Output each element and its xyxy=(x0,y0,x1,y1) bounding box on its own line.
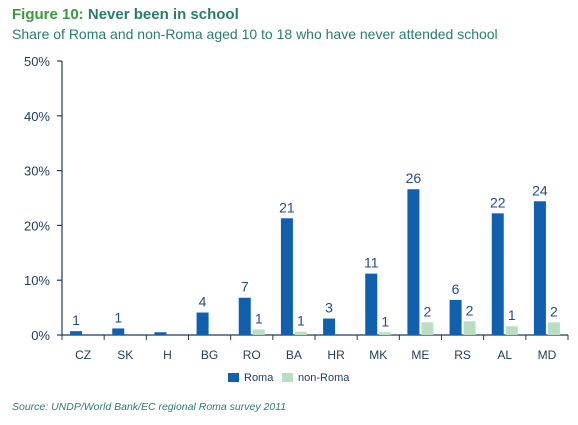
bar-non-roma xyxy=(547,322,560,335)
bar-roma xyxy=(196,312,209,335)
data-label-non-roma: 1 xyxy=(508,307,516,323)
legend-label-roma: Roma xyxy=(244,372,274,384)
bar-non-roma xyxy=(421,322,434,335)
data-label-roma: 1 xyxy=(72,312,80,328)
data-label-roma: 11 xyxy=(364,255,379,271)
x-tick-label: AL xyxy=(497,348,512,362)
legend-swatch-roma xyxy=(228,373,239,382)
x-tick-label: H xyxy=(163,348,172,362)
bar-roma xyxy=(280,218,293,335)
data-label-roma: 3 xyxy=(325,300,333,316)
x-tick-label: BG xyxy=(201,348,218,362)
x-tick-label: SK xyxy=(117,348,133,362)
data-label-roma: 7 xyxy=(241,279,249,295)
data-label-non-roma: 1 xyxy=(381,313,389,329)
bar-non-roma xyxy=(379,332,392,335)
data-label-non-roma: 2 xyxy=(424,303,432,319)
bar-roma xyxy=(491,213,504,335)
source-note: Source: UNDP/World Bank/EC regional Roma… xyxy=(12,401,287,413)
x-tick-label: RO xyxy=(243,348,261,362)
bar-non-roma xyxy=(463,321,476,335)
bar-non-roma xyxy=(505,326,518,335)
x-tick-label: HR xyxy=(327,348,345,362)
data-label-roma: 4 xyxy=(199,294,207,310)
data-label-non-roma: 2 xyxy=(466,302,474,318)
y-tick-label: 20% xyxy=(24,218,50,233)
data-label-roma: 21 xyxy=(279,199,295,215)
bar-non-roma xyxy=(252,329,265,335)
x-tick-label: BA xyxy=(286,348,302,362)
data-label-roma: 6 xyxy=(452,281,460,297)
legend-label-non-roma: non-Roma xyxy=(298,372,350,384)
data-label-roma: 24 xyxy=(532,182,548,198)
bar-non-roma xyxy=(294,331,307,335)
figure-label: Figure 10: xyxy=(12,6,84,23)
bar-roma xyxy=(238,297,251,335)
bar-roma xyxy=(365,273,378,335)
y-tick-label: 10% xyxy=(24,273,50,288)
y-tick-label: 50% xyxy=(24,54,50,69)
legend-swatch-non-roma xyxy=(282,373,293,382)
bar-roma xyxy=(154,332,167,335)
x-tick-label: MK xyxy=(369,348,387,362)
x-tick-label: CZ xyxy=(75,348,91,362)
x-tick-label: MD xyxy=(538,348,557,362)
data-label-non-roma: 1 xyxy=(255,311,263,327)
bar-roma xyxy=(449,299,462,335)
data-label-non-roma: 2 xyxy=(550,303,558,319)
data-label-roma: 1 xyxy=(114,309,122,325)
title-text: Never been in school xyxy=(87,6,239,23)
y-tick-label: 0% xyxy=(31,328,50,343)
bar-roma xyxy=(533,201,546,335)
bar-roma xyxy=(407,189,420,335)
data-label-non-roma: 1 xyxy=(297,313,305,329)
chart-subtitle: Share of Roma and non-Roma aged 10 to 18… xyxy=(12,26,498,42)
bar-roma xyxy=(323,318,336,335)
x-tick-label: RS xyxy=(454,348,471,362)
y-tick-label: 40% xyxy=(24,109,50,124)
y-tick-label: 30% xyxy=(24,164,50,179)
bar-roma xyxy=(112,328,125,335)
data-label-roma: 26 xyxy=(406,170,422,186)
x-tick-label: ME xyxy=(411,348,429,362)
bar-roma xyxy=(70,331,83,335)
chart-title: Figure 10: Never been in school xyxy=(12,6,239,23)
data-label-roma: 22 xyxy=(490,194,506,210)
